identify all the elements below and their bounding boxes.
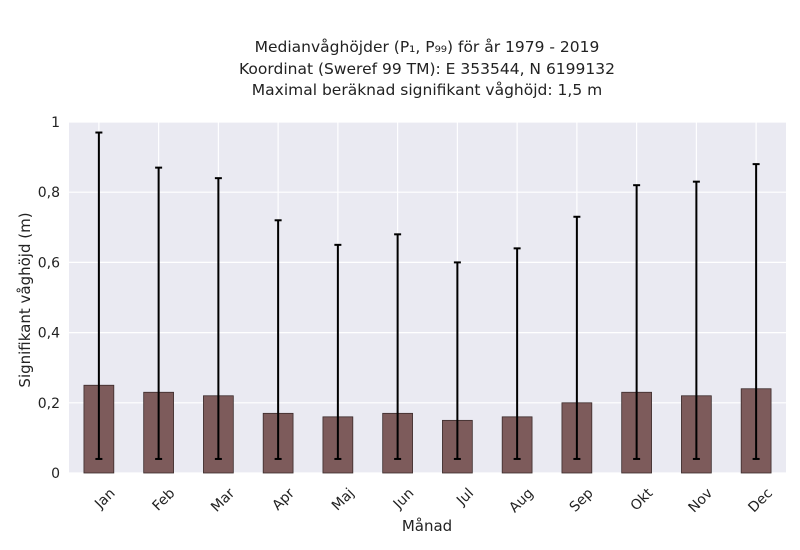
y-tick-label: 0,8 bbox=[38, 185, 60, 201]
x-tick-label: Aug bbox=[506, 485, 537, 516]
x-tick-label: Dec bbox=[745, 485, 775, 515]
x-tick-label: Nov bbox=[685, 485, 716, 516]
x-tick-label: Mar bbox=[208, 485, 238, 515]
chart-title-line-1: Medianvåghöjder (P₁, P₉₉) för år 1979 - … bbox=[255, 38, 600, 56]
y-tick-label: 0,4 bbox=[38, 326, 60, 342]
chart-title-line-2: Koordinat (Sweref 99 TM): E 353544, N 61… bbox=[239, 60, 615, 78]
x-tick-label: Maj bbox=[329, 485, 358, 514]
chart-title-line-3: Maximal beräknad signifikant våghöjd: 1,… bbox=[252, 81, 602, 99]
x-tick-label: Jul bbox=[453, 485, 477, 509]
x-tick-label: Jan bbox=[91, 485, 118, 512]
y-tick-label: 0,6 bbox=[38, 255, 60, 271]
x-axis-label: Månad bbox=[402, 517, 452, 535]
error-bars bbox=[95, 131, 760, 460]
plot-area bbox=[69, 122, 786, 473]
chart-title: Medianvåghöjder (P₁, P₉₉) för år 1979 - … bbox=[239, 38, 615, 99]
y-axis-ticks: 0 0,2 0,4 0,6 0,8 1 bbox=[38, 115, 60, 482]
y-tick-label: 1 bbox=[51, 115, 60, 131]
y-axis-label: Signifikant våghöjd (m) bbox=[16, 212, 34, 387]
x-tick-label: Apr bbox=[269, 485, 298, 514]
x-tick-label: Okt bbox=[628, 485, 657, 514]
y-tick-label: 0,2 bbox=[38, 396, 60, 412]
x-tick-label: Jun bbox=[390, 485, 417, 512]
x-axis-ticks: Jan Feb Mar Apr Maj Jun Jul Aug Sep Okt Nov Dec bbox=[91, 485, 776, 516]
y-tick-label: 0 bbox=[51, 466, 60, 482]
x-tick-label: Feb bbox=[150, 485, 179, 514]
x-tick-label: Sep bbox=[567, 485, 597, 515]
